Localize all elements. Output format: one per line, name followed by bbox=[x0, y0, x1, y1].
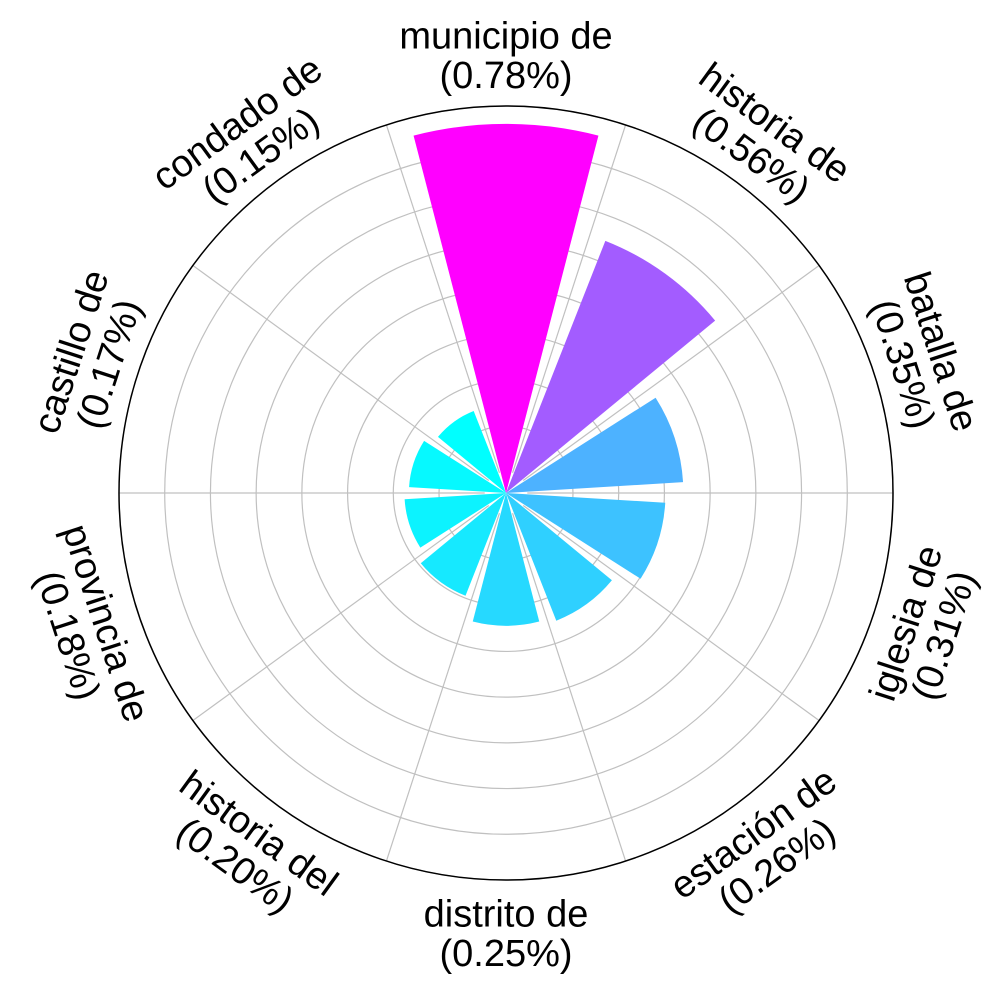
bar-castillo-de bbox=[409, 440, 506, 493]
bar-provincia-de bbox=[404, 493, 506, 548]
bars bbox=[404, 123, 716, 626]
category-label-text: estación de(0.26%) bbox=[663, 760, 868, 941]
category-label: provincia de(0.18%) bbox=[16, 519, 157, 739]
category-label: municipio de (0.78%) bbox=[399, 15, 612, 97]
grid-spoke bbox=[385, 513, 500, 862]
grid-spoke bbox=[192, 505, 490, 721]
category-label-text: batalla de(0.35%) bbox=[857, 267, 986, 449]
bar-condado-de bbox=[437, 410, 506, 493]
grid-spoke bbox=[522, 505, 820, 721]
bar-distrito-de bbox=[472, 493, 540, 626]
bar-municipio-de bbox=[413, 123, 599, 493]
category-label-text: provincia de(0.18%) bbox=[16, 519, 157, 739]
category-percent: (0.78%) bbox=[439, 55, 572, 97]
polar-grid bbox=[118, 105, 894, 881]
grid-spoke bbox=[192, 265, 490, 481]
category-label-text: municipio de (0.78%) bbox=[399, 15, 612, 97]
category-label: distrito de (0.25%) bbox=[424, 893, 589, 975]
grid-spoke bbox=[512, 513, 627, 862]
category-label: batalla de(0.35%) bbox=[857, 267, 986, 449]
grid-spoke bbox=[512, 124, 627, 473]
bar-historia-del bbox=[420, 493, 506, 596]
category-name: distrito de bbox=[424, 893, 589, 935]
category-label: historia de(0.56%) bbox=[668, 55, 858, 224]
category-label-text: castillo de(0.17%) bbox=[26, 265, 156, 451]
polar-frame bbox=[118, 105, 894, 881]
category-percent: (0.25%) bbox=[439, 933, 572, 975]
category-label: estación de(0.26%) bbox=[663, 760, 868, 941]
category-name: municipio de bbox=[399, 15, 612, 57]
category-label-text: historia de(0.56%) bbox=[668, 55, 858, 224]
bar-estación-de bbox=[506, 493, 612, 621]
category-label: historia del(0.20%) bbox=[148, 763, 345, 937]
bar-iglesia-de bbox=[506, 493, 666, 579]
bar-batalla-de bbox=[506, 397, 684, 493]
category-label-text: iglesia de(0.31%) bbox=[862, 540, 990, 718]
category-label-text: distrito de (0.25%) bbox=[424, 893, 589, 975]
bar-historia-de bbox=[506, 240, 716, 493]
grid-spoke bbox=[385, 124, 500, 473]
grid-spoke bbox=[522, 265, 820, 481]
category-label-text: historia del(0.20%) bbox=[148, 763, 345, 937]
category-label: castillo de(0.17%) bbox=[26, 265, 156, 451]
category-label: iglesia de(0.31%) bbox=[862, 540, 990, 718]
